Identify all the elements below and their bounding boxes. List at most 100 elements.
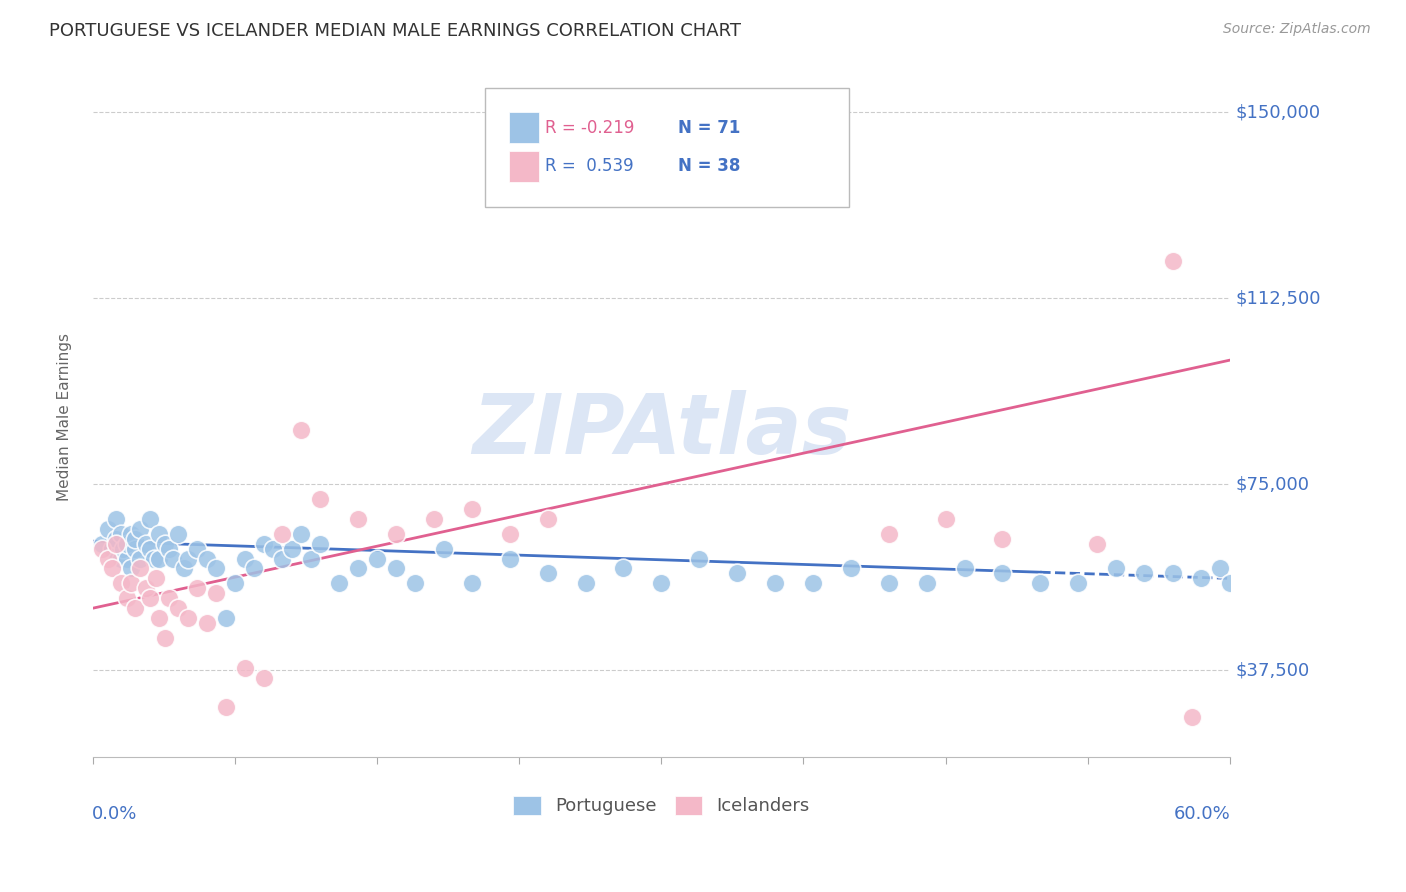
Point <box>177 611 200 625</box>
Point <box>271 526 294 541</box>
Point <box>935 512 957 526</box>
Point <box>725 566 748 581</box>
Text: R =  0.539: R = 0.539 <box>546 158 634 176</box>
Point <box>366 551 388 566</box>
Point <box>461 576 484 591</box>
Point <box>120 576 142 591</box>
Text: ZIPAtlas: ZIPAtlas <box>471 391 851 471</box>
Point <box>801 576 824 591</box>
Point <box>110 576 132 591</box>
Point <box>233 551 256 566</box>
Point <box>1105 561 1128 575</box>
Point <box>1085 537 1108 551</box>
Point <box>1181 710 1204 724</box>
Point <box>124 541 146 556</box>
Point <box>91 541 114 556</box>
Point <box>299 551 322 566</box>
Point <box>135 537 157 551</box>
Point <box>167 526 190 541</box>
Point <box>1067 576 1090 591</box>
Point <box>214 611 236 625</box>
Point <box>153 537 176 551</box>
Point <box>177 551 200 566</box>
Point <box>650 576 672 591</box>
Point <box>104 537 127 551</box>
Point <box>214 700 236 714</box>
Point <box>135 582 157 596</box>
Point <box>139 541 162 556</box>
Text: R = -0.219: R = -0.219 <box>546 119 636 136</box>
FancyBboxPatch shape <box>509 112 538 144</box>
Point <box>432 541 454 556</box>
Point <box>148 551 170 566</box>
Point <box>243 561 266 575</box>
Y-axis label: Median Male Earnings: Median Male Earnings <box>58 334 72 501</box>
Point <box>142 551 165 566</box>
Text: 60.0%: 60.0% <box>1174 805 1230 822</box>
FancyBboxPatch shape <box>485 87 849 207</box>
Point <box>537 566 560 581</box>
Point <box>612 561 634 575</box>
Point <box>124 601 146 615</box>
Point <box>157 591 180 606</box>
Point <box>115 591 138 606</box>
Point <box>173 561 195 575</box>
Point <box>115 551 138 566</box>
Point <box>195 551 218 566</box>
Point <box>124 532 146 546</box>
Point <box>347 561 370 575</box>
Point <box>385 526 408 541</box>
Point <box>205 561 228 575</box>
Point <box>328 576 350 591</box>
Point <box>537 512 560 526</box>
Point <box>120 561 142 575</box>
Point <box>115 537 138 551</box>
Point <box>499 551 522 566</box>
Point <box>461 502 484 516</box>
Text: Source: ZipAtlas.com: Source: ZipAtlas.com <box>1223 22 1371 37</box>
Point <box>763 576 786 591</box>
Point <box>252 671 274 685</box>
Point <box>157 541 180 556</box>
Point <box>1209 561 1232 575</box>
Point <box>101 541 124 556</box>
Point <box>139 512 162 526</box>
Text: $37,500: $37,500 <box>1236 661 1309 679</box>
Point <box>224 576 246 591</box>
Point <box>148 611 170 625</box>
Text: PORTUGUESE VS ICELANDER MEDIAN MALE EARNINGS CORRELATION CHART: PORTUGUESE VS ICELANDER MEDIAN MALE EARN… <box>49 22 741 40</box>
FancyBboxPatch shape <box>509 151 538 182</box>
Point <box>186 582 208 596</box>
Point <box>991 532 1014 546</box>
Point <box>1029 576 1052 591</box>
Point <box>385 561 408 575</box>
Point <box>104 532 127 546</box>
Text: $112,500: $112,500 <box>1236 289 1320 307</box>
Point <box>129 551 152 566</box>
Point <box>153 631 176 645</box>
Text: N = 38: N = 38 <box>679 158 741 176</box>
Point <box>110 551 132 566</box>
Point <box>186 541 208 556</box>
Point <box>309 537 332 551</box>
Point <box>120 526 142 541</box>
Point <box>290 526 312 541</box>
Point <box>499 526 522 541</box>
Point <box>167 601 190 615</box>
Point <box>991 566 1014 581</box>
Point <box>1189 571 1212 585</box>
Point <box>205 586 228 600</box>
Point <box>1133 566 1156 581</box>
Point <box>148 526 170 541</box>
Point <box>195 615 218 630</box>
Point <box>91 537 114 551</box>
Point <box>915 576 938 591</box>
Point <box>139 591 162 606</box>
Point <box>233 661 256 675</box>
Point <box>877 576 900 591</box>
Point <box>262 541 284 556</box>
Point <box>309 491 332 506</box>
Point <box>877 526 900 541</box>
Point <box>97 551 120 566</box>
Point <box>839 561 862 575</box>
